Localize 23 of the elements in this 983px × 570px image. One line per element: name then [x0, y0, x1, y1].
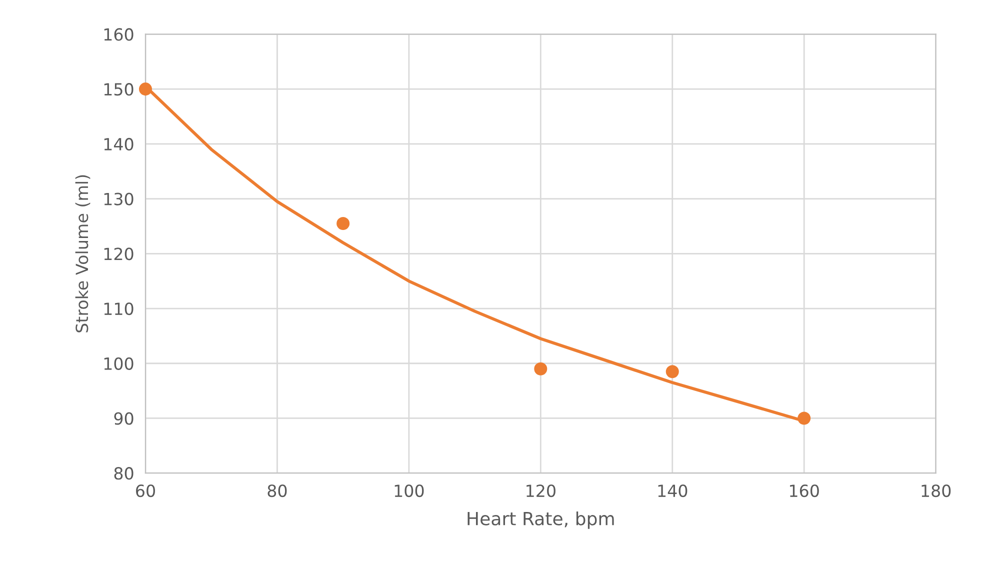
y-tick-label: 160: [104, 28, 134, 41]
y-tick-label: 140: [104, 138, 134, 150]
point: [336, 216, 350, 230]
point: [534, 362, 548, 376]
y-tick-label: 80: [114, 467, 134, 480]
y-tick-label: 120: [104, 248, 134, 260]
y-tick-label: 90: [114, 412, 134, 425]
y-tick-label: 150: [104, 83, 134, 96]
point: [666, 365, 679, 378]
x-axis-title: Heart Rate, bpm: [468, 511, 614, 529]
y-axis-title: Stroke Volume (ml): [75, 175, 90, 332]
x-tick-label: 100: [394, 484, 424, 498]
y-tick-label: 100: [104, 357, 134, 370]
point: [798, 412, 811, 425]
point: [138, 82, 152, 96]
x-tick-label: 60: [136, 484, 155, 498]
x-tick-label: 80: [268, 484, 287, 498]
x-tick-label: 120: [526, 484, 556, 498]
y-tick-label: 110: [104, 302, 134, 316]
x-tick-label: 180: [922, 484, 951, 498]
x-tick-label: 160: [790, 484, 819, 498]
x-tick-label: 140: [658, 484, 688, 498]
y-tick-label: 130: [104, 192, 134, 206]
